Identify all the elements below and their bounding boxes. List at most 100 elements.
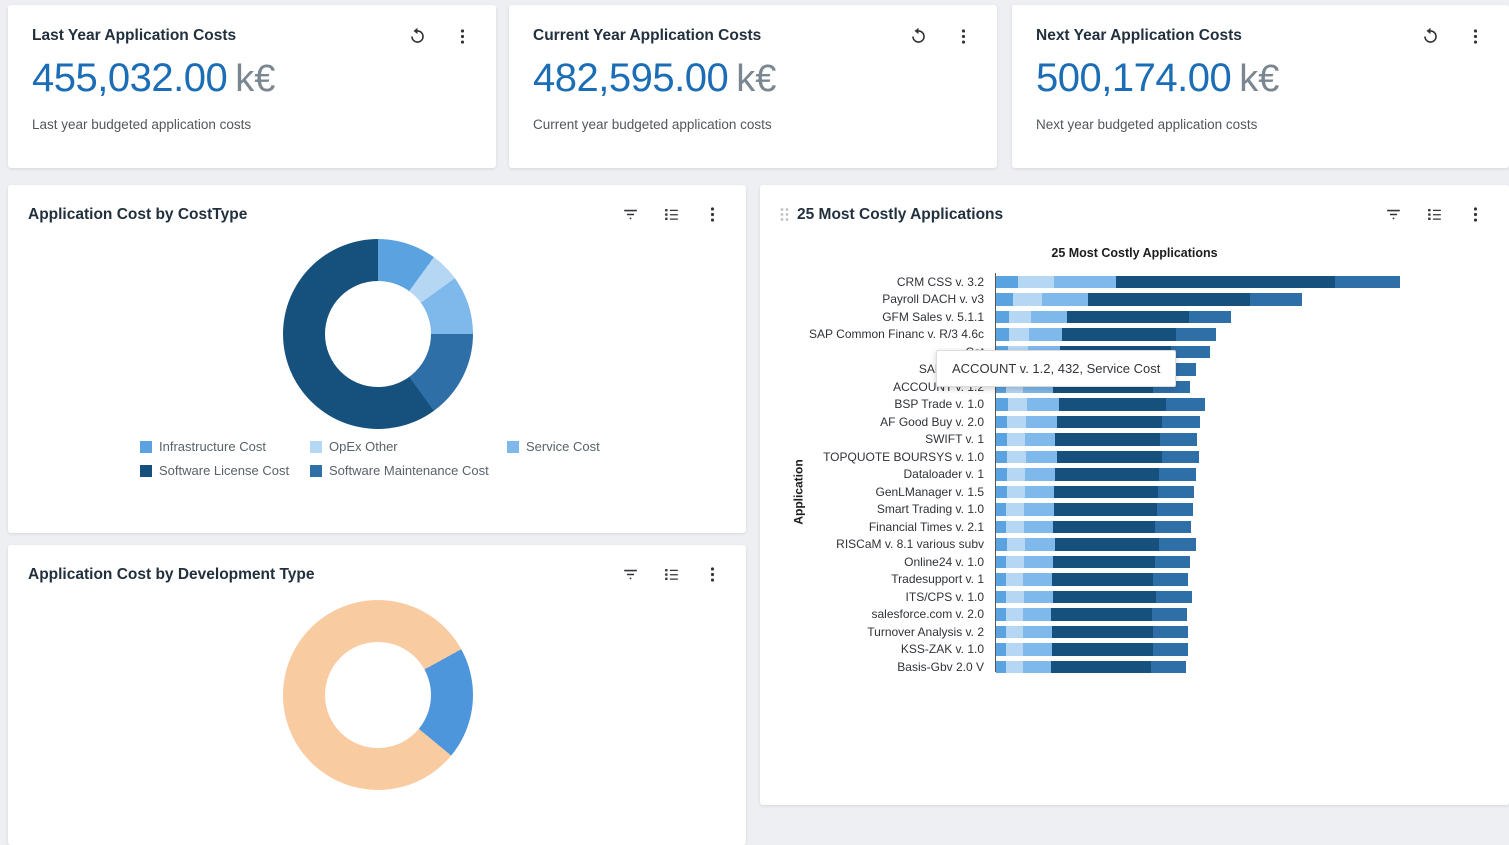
more-menu-button[interactable] xyxy=(703,565,722,584)
bar-segment[interactable] xyxy=(1054,485,1158,498)
more-menu-button[interactable] xyxy=(1466,27,1485,46)
bar-segment[interactable] xyxy=(1176,328,1216,341)
bar-segment[interactable] xyxy=(1007,450,1026,463)
bar-segment[interactable] xyxy=(1152,573,1188,586)
bar-segment[interactable] xyxy=(996,275,1018,288)
legend-item[interactable]: Service Cost xyxy=(507,439,600,454)
bar-segment[interactable] xyxy=(1023,643,1053,656)
bar-segment[interactable] xyxy=(1159,538,1197,551)
legend-list-button[interactable] xyxy=(1425,205,1444,224)
bar-segment[interactable] xyxy=(1006,485,1025,498)
bar-segment[interactable] xyxy=(1024,590,1054,603)
bar-segment[interactable] xyxy=(1052,625,1154,638)
legend-item[interactable]: Infrastructure Cost xyxy=(140,439,310,454)
bar-segment[interactable] xyxy=(1334,275,1400,288)
bar-segment[interactable] xyxy=(1053,520,1156,533)
bar-segment[interactable] xyxy=(1155,520,1192,533)
bar-segment[interactable] xyxy=(1166,398,1205,411)
legend-item[interactable]: Software License Cost xyxy=(140,463,310,478)
bar-segment[interactable] xyxy=(996,625,1007,638)
bar-segment[interactable] xyxy=(1023,520,1054,533)
bar-segment[interactable] xyxy=(1052,555,1155,568)
bar-segment[interactable] xyxy=(1023,555,1053,568)
bar-segment[interactable] xyxy=(1024,503,1054,516)
bar-segment[interactable] xyxy=(1056,415,1163,428)
bar-segment[interactable] xyxy=(996,485,1007,498)
bar-segment[interactable] xyxy=(1007,415,1026,428)
bar-segment[interactable] xyxy=(1006,538,1025,551)
bar-segment[interactable] xyxy=(1156,590,1193,603)
bar-segment[interactable] xyxy=(1056,450,1162,463)
bar-segment[interactable] xyxy=(996,415,1008,428)
bar-segment[interactable] xyxy=(1151,660,1187,673)
legend-item[interactable]: Software Maintenance Cost xyxy=(310,463,507,478)
bar-segment[interactable] xyxy=(1012,293,1042,306)
filter-button[interactable] xyxy=(621,565,640,584)
bar-segment[interactable] xyxy=(1007,398,1028,411)
more-menu-button[interactable] xyxy=(1466,205,1485,224)
bar-segment[interactable] xyxy=(1017,275,1054,288)
bar-segment[interactable] xyxy=(996,555,1007,568)
bar-segment[interactable] xyxy=(1153,625,1189,638)
bar-segment[interactable] xyxy=(1023,660,1052,673)
bar-segment[interactable] xyxy=(1051,573,1153,586)
bar-segment[interactable] xyxy=(1029,328,1063,341)
drag-handle-icon[interactable] xyxy=(780,207,789,222)
bar-segment[interactable] xyxy=(996,608,1007,621)
bar-segment[interactable] xyxy=(1053,590,1157,603)
bar-segment[interactable] xyxy=(1023,625,1053,638)
bar-segment[interactable] xyxy=(1025,415,1057,428)
more-menu-button[interactable] xyxy=(453,27,472,46)
bar-segment[interactable] xyxy=(996,660,1007,673)
bar-segment[interactable] xyxy=(1051,660,1152,673)
bar-segment[interactable] xyxy=(1054,538,1160,551)
bar-segment[interactable] xyxy=(1159,468,1197,481)
bar-segment[interactable] xyxy=(1160,433,1198,446)
bar-segment[interactable] xyxy=(996,643,1007,656)
cost-type-donut-chart[interactable] xyxy=(283,239,473,429)
filter-button[interactable] xyxy=(621,205,640,224)
bar-segment[interactable] xyxy=(996,503,1007,516)
refresh-button[interactable] xyxy=(1421,27,1440,46)
dev-type-donut-chart[interactable] xyxy=(283,600,473,790)
bar-segment[interactable] xyxy=(1006,608,1024,621)
more-menu-button[interactable] xyxy=(703,205,722,224)
bar-segment[interactable] xyxy=(996,520,1007,533)
bar-segment[interactable] xyxy=(1053,275,1116,288)
bar-segment[interactable] xyxy=(1051,608,1152,621)
legend-list-button[interactable] xyxy=(662,565,681,584)
bar-segment[interactable] xyxy=(1157,485,1195,498)
bar-segment[interactable] xyxy=(1006,555,1024,568)
bar-segment[interactable] xyxy=(1054,468,1160,481)
legend-item[interactable]: OpEx Other xyxy=(310,439,507,454)
bar-segment[interactable] xyxy=(1189,310,1232,323)
bar-segment[interactable] xyxy=(996,293,1013,306)
bar-segment[interactable] xyxy=(1006,625,1024,638)
bar-segment[interactable] xyxy=(1024,485,1055,498)
bar-segment[interactable] xyxy=(1025,433,1056,446)
bar-segment[interactable] xyxy=(1007,433,1026,446)
bar-segment[interactable] xyxy=(1031,310,1067,323)
bar-segment[interactable] xyxy=(1023,608,1052,621)
bar-segment[interactable] xyxy=(1006,660,1024,673)
bar-segment[interactable] xyxy=(1009,310,1032,323)
bar-segment[interactable] xyxy=(1006,590,1025,603)
bar-segment[interactable] xyxy=(996,468,1007,481)
bar-segment[interactable] xyxy=(1006,468,1025,481)
bar-segment[interactable] xyxy=(1115,275,1335,288)
bar-segment[interactable] xyxy=(996,433,1008,446)
bar-segment[interactable] xyxy=(996,398,1008,411)
bar-segment[interactable] xyxy=(996,450,1008,463)
bar-segment[interactable] xyxy=(1154,555,1191,568)
bar-segment[interactable] xyxy=(1052,643,1153,656)
bar-segment[interactable] xyxy=(1152,643,1189,656)
bar-segment[interactable] xyxy=(1170,345,1210,358)
bar-segment[interactable] xyxy=(1027,398,1059,411)
legend-list-button[interactable] xyxy=(662,205,681,224)
bar-segment[interactable] xyxy=(1062,328,1177,341)
bar-segment[interactable] xyxy=(1024,538,1055,551)
bar-segment[interactable] xyxy=(1006,503,1025,516)
more-menu-button[interactable] xyxy=(954,27,973,46)
bar-segment[interactable] xyxy=(1025,450,1057,463)
bar-segment[interactable] xyxy=(1151,608,1187,621)
